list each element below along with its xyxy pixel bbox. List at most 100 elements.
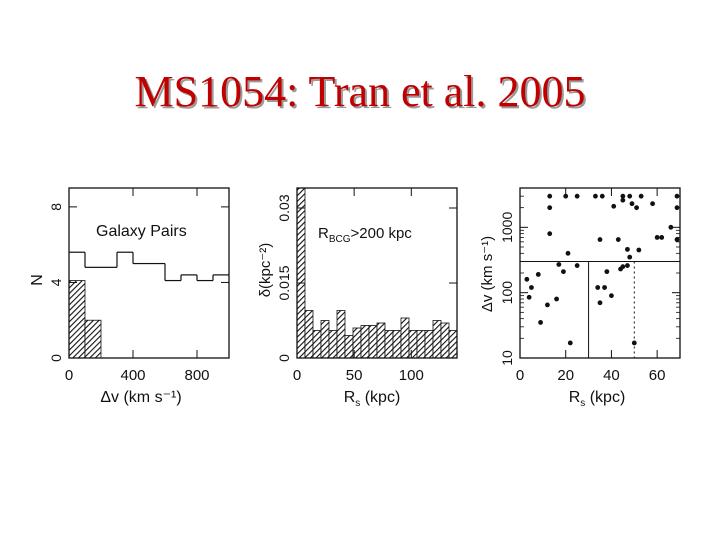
histogram-bar	[360, 325, 370, 359]
histogram-bar	[328, 330, 338, 359]
y-tick-label: 1000	[499, 212, 515, 243]
scatter-point	[654, 235, 660, 240]
scatter-point	[615, 237, 621, 242]
scatter-point	[535, 272, 541, 277]
scatter-point	[567, 340, 573, 346]
y-axis-label: N	[29, 274, 46, 286]
histogram-bar	[84, 319, 102, 359]
scatter-point	[563, 193, 569, 199]
chart-panel-middle: 0 50 100 0 0.015 0.03 RBCG>200 kpc δ(kpc⁻²) R…	[257, 187, 458, 409]
x-tick-label: 50	[346, 367, 363, 384]
scatter-point	[574, 263, 580, 268]
scatter-point	[668, 224, 674, 230]
scatter-point	[620, 193, 626, 199]
scatter-point	[574, 193, 580, 199]
scatter-point	[593, 193, 598, 199]
y-tick-label: 0.03	[276, 194, 292, 221]
histogram-bar	[440, 322, 450, 359]
histogram-bar	[304, 310, 314, 359]
scatter-point	[554, 296, 559, 302]
scatter-point	[597, 300, 603, 306]
scatter-point	[597, 237, 603, 242]
chart-panel-right: 0 20 40 60 10 100 1000 Δv (km s⁻¹) Rs (kpc)	[479, 187, 681, 409]
scatter-point	[636, 247, 642, 253]
scatter-point	[638, 193, 644, 199]
y-tick-label: 0	[276, 354, 292, 362]
histogram-bar	[448, 330, 458, 359]
histogram-bar	[432, 320, 442, 359]
scatter-point	[631, 340, 637, 346]
axes-frame	[68, 187, 230, 359]
histogram-bar	[68, 280, 86, 359]
axes-frame	[519, 187, 681, 359]
y-axis-label: Δv (km s⁻¹)	[479, 236, 496, 312]
scatter-point	[547, 205, 553, 211]
scatter-point	[526, 294, 532, 300]
axes-frame	[296, 187, 458, 359]
histogram-bar	[336, 310, 346, 359]
x-tick-label: 0	[516, 367, 524, 384]
scatter-point	[627, 254, 633, 260]
scatter-point	[565, 250, 571, 256]
histogram-bar	[424, 330, 434, 359]
x-axis-label: Rs (kpc)	[344, 389, 401, 409]
histogram-bar	[344, 335, 354, 359]
histogram-bar	[368, 325, 378, 359]
scatter-point	[625, 263, 630, 268]
scatter-point	[625, 246, 630, 252]
histogram-bar	[320, 320, 330, 359]
slide-title: MS1054: Tran et al. 2005	[134, 67, 586, 116]
y-tick-label: 4	[48, 278, 64, 286]
histogram-bar	[296, 187, 306, 359]
chart-title: RBCG>200 kpc	[318, 225, 412, 245]
scatter-point	[602, 285, 607, 290]
scatter-point	[611, 203, 617, 209]
x-tick-label: 0	[293, 367, 301, 384]
histogram-bar	[376, 322, 386, 359]
x-tick-label: 400	[120, 367, 145, 384]
x-tick-label: 0	[65, 367, 73, 384]
scatter-point	[620, 197, 626, 203]
scatter-point	[659, 235, 665, 240]
scatter-point	[538, 320, 543, 325]
scatter-point	[609, 293, 614, 299]
scatter-point	[547, 231, 553, 237]
histogram-bar	[416, 330, 426, 359]
scatter-point	[674, 237, 680, 242]
histogram-bar	[384, 330, 394, 359]
y-axis-label: δ(kpc⁻²)	[257, 243, 274, 298]
scatter-point	[599, 193, 605, 199]
scatter-point	[529, 285, 534, 290]
x-tick-label: 100	[399, 367, 424, 384]
scatter-point	[618, 266, 623, 272]
y-tick-label: 0.015	[276, 265, 292, 300]
scatter-point	[634, 205, 639, 211]
scatter-point	[547, 193, 553, 199]
chart-title: Galaxy Pairs	[96, 223, 187, 240]
y-tick-label: 0	[48, 354, 64, 362]
x-tick-label: 20	[557, 367, 574, 384]
scatter-point	[650, 201, 655, 207]
scatter-point	[556, 262, 562, 267]
scatter-point	[524, 276, 530, 282]
histogram-bar	[312, 330, 322, 359]
y-tick-label: 8	[48, 203, 64, 211]
scatter-point	[604, 269, 610, 275]
histogram-bar	[408, 330, 418, 359]
x-axis-label: Rs (kpc)	[569, 389, 626, 409]
scatter-point	[627, 193, 633, 199]
y-tick-label: 100	[499, 281, 515, 305]
scatter-point	[545, 302, 550, 308]
scatter-point	[595, 285, 601, 290]
x-axis-label: Δv (km s⁻¹)	[100, 389, 181, 406]
scatter-point	[561, 269, 566, 275]
x-tick-label: 800	[184, 367, 209, 384]
scatter-point	[629, 201, 635, 207]
x-tick-label: 40	[603, 367, 620, 384]
histogram-bar	[392, 330, 402, 359]
histogram-bar	[400, 317, 410, 359]
y-tick-label: 10	[499, 350, 515, 366]
x-tick-label: 60	[649, 367, 666, 384]
chart-panel-left: 0 400 800 0 4 8 Galaxy Pairs N Δv (km s⁻¹)	[29, 187, 230, 406]
